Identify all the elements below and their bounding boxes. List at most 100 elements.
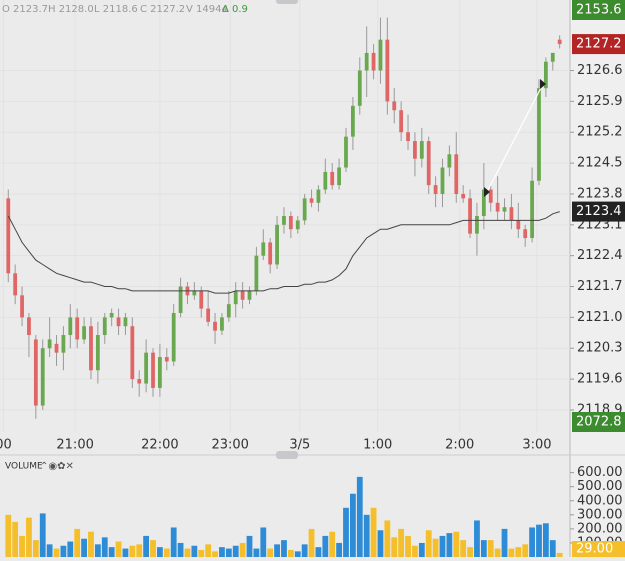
candle-body [123,317,128,327]
volume-bar [556,552,563,557]
candle-body [268,242,273,265]
volume-controls[interactable]: ⌃◉✿✕ [40,461,74,472]
volume-bar [384,520,391,557]
candle-body [295,220,300,230]
candle-body [413,141,417,159]
volume-bar [501,528,508,557]
scroll-handle[interactable] [276,0,298,4]
y-tick-label: 300.00 [577,507,623,522]
candle-body [440,167,445,194]
range-low-badge: 2072.8 [576,415,622,430]
volume-bar [184,548,191,557]
candle-body [385,39,390,102]
candle-body [523,229,528,239]
ma-badge: 2123.4 [576,204,622,219]
volume-bar [163,548,170,557]
candle-body [20,295,24,318]
volume-bar [336,542,343,557]
volume-badge: 29.00 [576,542,613,557]
candle-body [61,335,66,353]
volume-bar [267,548,274,557]
volume-bar [225,548,232,557]
volume-bar [129,545,136,557]
range-low-badge-bg [572,412,625,432]
drawing-line[interactable] [486,83,544,193]
volume-bar [170,527,177,557]
candle-body [199,290,204,309]
candle-body [75,317,80,340]
candle-body [54,343,59,353]
candle-body [206,308,211,322]
volume-bar [239,542,246,557]
candle-body [144,352,149,384]
volume-bar [536,524,542,557]
candle-body [164,357,169,362]
pane-handle[interactable] [276,451,298,459]
ohlc-text: L 2118.6 [94,4,138,15]
candle-body [89,326,93,371]
candle-body [543,61,548,89]
candle-body [109,312,114,318]
candle-body [82,326,86,340]
volume-bar [398,528,405,557]
candle-body [116,317,121,327]
candle-body [337,167,342,186]
volume-bar [122,548,129,557]
volume-bar [150,540,156,557]
candle-body [68,317,73,336]
volume-bar [260,527,267,557]
volume-bar [177,542,184,557]
x-tick-label: 3:00 [522,438,551,453]
price-panel [0,0,570,455]
y-tick-label: 2119.6 [577,372,623,387]
candle-body [13,273,18,296]
y-tick-label: 400.00 [577,493,623,508]
candle-body [220,317,224,331]
candle-body [502,207,507,212]
y-tick-label: 500.00 [577,479,623,494]
candle-body [40,348,45,406]
volume-bar [515,547,522,557]
ohlc-text: O 2123.7 [2,4,48,15]
y-tick-label: 2126.6 [577,63,623,78]
y-tick-label: 200.00 [577,521,623,536]
volume-bar [391,537,398,557]
volume-badge-bg [572,541,625,557]
volume-bar [356,476,363,557]
candle-body [557,39,562,45]
candle-body [433,185,438,194]
header: O 2123.7 H 2128.0 L 2118.6 C 2127.2 V 14… [2,4,248,15]
candle-body [516,220,521,230]
volume-bar [453,531,460,557]
candle-body [33,339,38,406]
candle-body [350,105,355,137]
candle-body [309,198,314,203]
volume-bar [88,531,94,557]
candle-body [481,189,486,216]
volume-bar [12,521,19,557]
candle-body [454,154,459,194]
candle-body [47,339,52,349]
volume-bar [74,528,81,557]
volume-bar [329,531,336,557]
candle-body [95,335,100,371]
ma-line [7,211,560,294]
volume-bar [5,514,12,557]
candle-body [151,352,155,388]
volume-bar [487,540,494,557]
volume-bar [418,542,425,557]
candle-body [6,198,11,274]
volume-bar [494,548,501,557]
candle-body [323,171,328,190]
candle-body [364,52,369,71]
volume-bar [32,540,39,557]
candle-body [537,88,541,181]
x-tick-label: 00 [0,438,12,453]
volume-bar [446,533,453,557]
volume-bar [26,517,32,557]
volume-bar [377,530,384,557]
candle-body [302,198,307,221]
range-high-badge: 2153.6 [576,3,622,18]
x-tick-label: 22:00 [141,438,178,453]
